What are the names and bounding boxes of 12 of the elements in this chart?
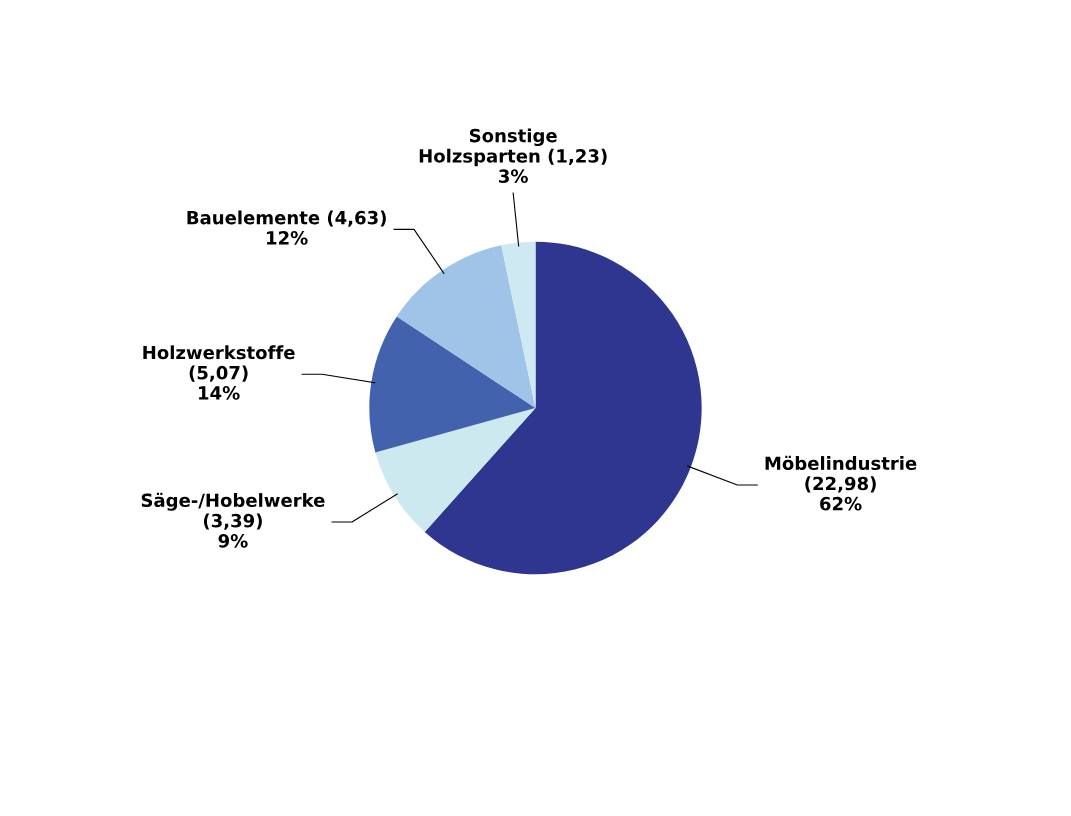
data-label: (3,39) 9% xyxy=(203,513,262,548)
slice-label: Holzwerkstoffe xyxy=(143,345,295,360)
pie-slice xyxy=(369,316,536,453)
pie-slice xyxy=(424,241,702,575)
slice-label: Möbelindustrie xyxy=(765,455,917,471)
slice-label: Bauelemente (4,63) 12% xyxy=(187,210,386,245)
pie-slice xyxy=(396,245,536,408)
slice-label: Sonstige Holzsparten (1,23) 3% xyxy=(419,128,607,183)
slice-label: Säge-/Hobelwerke xyxy=(141,492,325,511)
pie-slice xyxy=(375,408,536,532)
data-label: (22,98) 62% xyxy=(805,476,876,511)
data-label: (5,07) 14% xyxy=(189,365,248,400)
